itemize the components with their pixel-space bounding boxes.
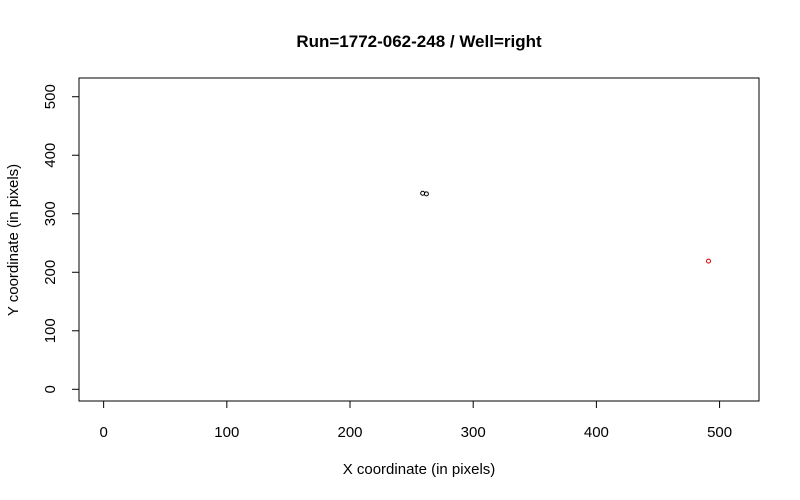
x-tick-label: 100	[214, 424, 239, 441]
data-point	[423, 191, 429, 197]
y-tick-label: 500	[42, 84, 59, 109]
x-axis-label: X coordinate (in pixels)	[343, 461, 496, 478]
y-tick-label: 400	[42, 143, 59, 168]
data-points	[420, 190, 711, 264]
data-point	[705, 258, 711, 264]
x-tick-label: 0	[99, 424, 107, 441]
y-axis-label: Y coordinate (in pixels)	[5, 164, 22, 316]
y-axis: 0 100 200 300 400 500	[42, 84, 80, 393]
chart-title: Run=1772-062-248 / Well=right	[296, 32, 542, 51]
y-tick-label: 300	[42, 201, 59, 226]
y-tick-label: 200	[42, 260, 59, 285]
y-tick-label: 0	[42, 385, 59, 393]
x-tick-label: 200	[337, 424, 362, 441]
plot-frame	[78, 77, 760, 402]
x-tick-label: 400	[584, 424, 609, 441]
x-tick-label: 300	[461, 424, 486, 441]
y-tick-label: 100	[42, 318, 59, 343]
x-axis: 0 100 200 300 400 500	[99, 400, 732, 441]
x-tick-label: 500	[707, 424, 732, 441]
